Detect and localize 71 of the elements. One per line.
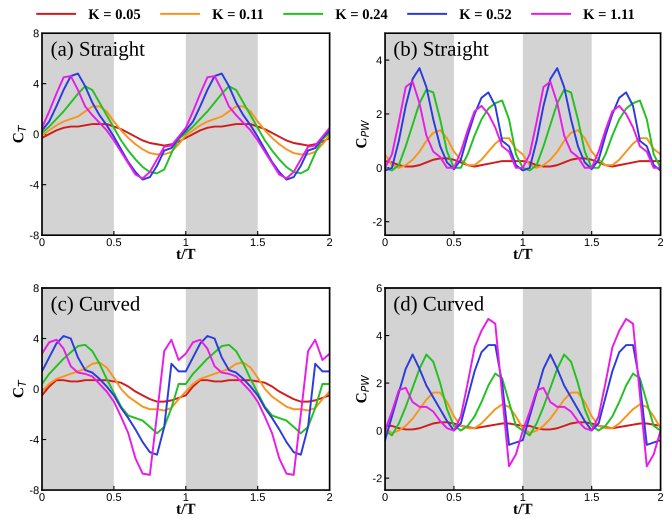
x-tick-label: 0.5 <box>446 493 462 501</box>
line-series <box>385 129 661 169</box>
x-tick-label: 2 <box>327 493 332 501</box>
x-tick-label: 1.5 <box>584 493 599 501</box>
y-tick-label: -2 <box>372 218 382 226</box>
x-tick-label: 0 <box>39 493 45 501</box>
x-tick-label: 1 <box>520 493 526 501</box>
line-series <box>385 344 661 446</box>
x-tick-label: 0.5 <box>446 238 462 246</box>
y-tick-label: -2 <box>372 474 382 482</box>
x-tick-label: 1.5 <box>250 238 265 246</box>
y-tick-label: -8 <box>30 486 39 494</box>
y-tick-label: -8 <box>30 231 39 240</box>
y-tick-label: 8 <box>34 29 39 38</box>
line-series <box>42 379 330 403</box>
x-axis-title: t/T <box>513 504 532 514</box>
line-series <box>385 392 661 434</box>
x-tick-label: 0 <box>39 238 45 246</box>
x-tick-label: 2 <box>327 238 332 246</box>
line-series <box>385 67 661 172</box>
line-series <box>42 105 330 156</box>
x-tick-label: 0 <box>382 238 388 246</box>
chart-title: (d) Curved <box>394 296 484 315</box>
y-axis-title: C$_{PW}$ <box>356 120 369 148</box>
line-series <box>385 354 661 436</box>
y-tick-label: 2 <box>376 379 382 388</box>
line-series <box>385 157 661 168</box>
x-axis-title: t/T <box>176 248 196 260</box>
legend-label: K = 0.11 <box>212 9 264 20</box>
chart-title: (b) Straight <box>394 41 489 60</box>
y-tick-label: 0 <box>33 385 39 394</box>
y-tick-label: 2 <box>376 110 382 118</box>
line-series <box>42 344 330 434</box>
x-tick-label: 2 <box>658 238 664 246</box>
y-axis-title: C$_{T}$ <box>13 124 26 143</box>
x-axis-title: t/T <box>513 248 532 260</box>
x-tick-label: 0.5 <box>106 493 122 501</box>
y-tick-label: -4 <box>30 181 39 189</box>
chart-title: (a) Straight <box>52 41 145 60</box>
y-tick-label: 8 <box>34 284 39 292</box>
x-tick-label: 1 <box>184 238 188 246</box>
legend-label: K = 0.24 <box>336 9 388 20</box>
chart-title: (c) Curved <box>52 296 140 315</box>
line-series <box>42 335 330 456</box>
y-axis-title: C$_{T}$ <box>13 380 26 398</box>
y-tick-label: 0 <box>376 164 382 172</box>
line-series <box>42 362 330 412</box>
line-series <box>42 338 330 476</box>
x-tick-label: 0 <box>382 493 388 501</box>
y-axis-title: C$_{PW}$ <box>356 374 369 403</box>
y-tick-label: 4 <box>33 334 39 343</box>
y-tick-label: 0 <box>33 130 39 138</box>
x-tick-label: 1.5 <box>584 238 599 246</box>
legend-label: K = 0.52 <box>459 9 512 20</box>
x-tick-label: 0.5 <box>106 238 122 246</box>
y-tick-label: 6 <box>376 284 382 292</box>
x-tick-label: 1.5 <box>250 493 265 501</box>
y-tick-label: 4 <box>376 332 382 340</box>
y-tick-label: 0 <box>376 426 382 435</box>
legend-label: K = 0.05 <box>88 9 140 20</box>
x-tick-label: 1 <box>184 493 188 501</box>
y-tick-label: -4 <box>30 436 39 444</box>
y-tick-label: 4 <box>376 56 382 64</box>
line-series <box>385 318 661 468</box>
x-tick-label: 1 <box>520 238 526 246</box>
line-series <box>42 123 330 146</box>
y-tick-label: 4 <box>33 80 39 88</box>
x-tick-label: 2 <box>658 493 664 501</box>
legend-label: K = 1.11 <box>583 9 634 20</box>
x-axis-title: t/T <box>176 504 196 514</box>
line-series <box>385 421 661 430</box>
